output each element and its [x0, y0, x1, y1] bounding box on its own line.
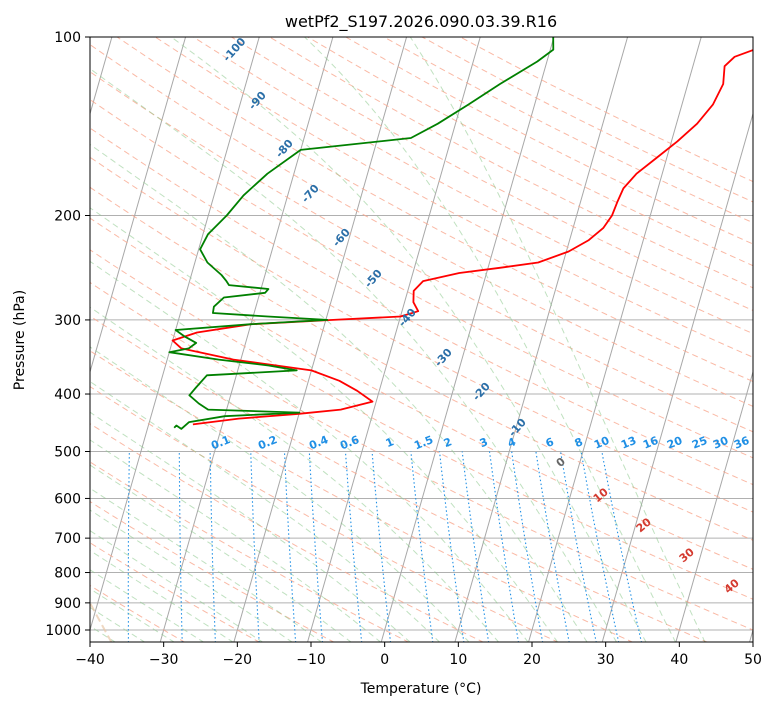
- mixing-ratio-label: 13: [619, 434, 638, 452]
- chart-title: wetPf2_S197.2026.090.03.39.R16: [285, 12, 557, 32]
- y-tick-label: 800: [54, 566, 81, 582]
- mixing-ratio-label: 1: [384, 435, 396, 450]
- mixing-ratio-line: [410, 451, 434, 642]
- mixing-ratio-line: [580, 451, 620, 642]
- mixing-ratio-line: [560, 451, 597, 642]
- mixing-ratio-label: 36: [732, 434, 751, 452]
- isotherm-line: [233, 37, 408, 642]
- mixing-ratio-label: 30: [711, 434, 730, 452]
- dry-adiabat-line: [90, 156, 753, 513]
- y-tick-label: 200: [54, 209, 81, 225]
- isotherm-line: [601, 111, 753, 642]
- x-tick-label: 30: [597, 652, 615, 668]
- x-tick-label: 10: [449, 652, 467, 668]
- temperature-profile-line: [171, 49, 753, 426]
- mixing-ratio-label: 25: [690, 434, 709, 452]
- mixing-ratio-line: [601, 451, 643, 642]
- dry-adiabat-line: [90, 542, 260, 642]
- y-tick-label: 600: [54, 491, 81, 507]
- plot-frame: [89, 36, 754, 643]
- dry-adiabat-line: [90, 423, 485, 642]
- dry-adiabat-line: [193, 37, 753, 335]
- isotherm-line: [159, 37, 334, 642]
- moist-adiabat-line: [90, 306, 500, 642]
- moist-adiabat-line: [90, 464, 352, 642]
- mixing-ratio-line: [344, 451, 363, 642]
- mixing-ratio-line: [283, 451, 297, 642]
- dry-adiabat-line: [90, 71, 753, 433]
- mixing-ratio-label: 8: [573, 435, 585, 450]
- dry-adiabat-line: [90, 461, 410, 642]
- x-tick-label: −30: [149, 652, 179, 668]
- dry-adiabat-line: [90, 315, 709, 642]
- y-tick-label: 300: [54, 313, 81, 329]
- mixing-ratio-line: [438, 451, 465, 642]
- x-tick-label: −20: [223, 652, 253, 668]
- x-tick-label: 0: [380, 652, 389, 668]
- isotherm-line: [90, 37, 260, 632]
- y-tick-label: 400: [54, 387, 81, 403]
- grid-layer: [90, 37, 753, 642]
- x-tick-label: 50: [744, 652, 762, 668]
- isotherm-line: [380, 37, 555, 642]
- mixing-ratio-label: 16: [641, 434, 660, 452]
- isotherm-line: [528, 37, 702, 642]
- y-axis-label: Pressure (hPa): [12, 290, 28, 390]
- dry-adiabat-line: [90, 127, 753, 486]
- mixing-ratio-label: 2: [442, 435, 454, 450]
- x-tick-label: −10: [296, 652, 326, 668]
- dry-adiabat-line: [90, 281, 753, 631]
- mixing-ratio-line: [308, 451, 324, 642]
- moist-adiabat-line: [90, 346, 470, 642]
- mixing-ratio-line: [461, 451, 490, 642]
- y-tick-label: 100: [54, 30, 81, 46]
- isotherm-line: [90, 37, 187, 374]
- moist-adiabat-line: [90, 143, 588, 642]
- moist-adiabat-line: [90, 207, 559, 642]
- moist-adiabat-line: [90, 260, 529, 642]
- y-tick-label: 1000: [45, 623, 81, 639]
- moist-adiabat-line: [90, 487, 323, 642]
- moist-adiabat-line: [303, 37, 676, 642]
- dry-adiabat-line: [90, 44, 753, 407]
- dry-adiabat-line: [90, 584, 186, 642]
- dry-adiabat-line: [90, 350, 634, 642]
- dewpoint-profile-line: [168, 37, 555, 430]
- moist-adiabat-line: [90, 439, 382, 642]
- isotherm-line: [675, 370, 753, 642]
- x-tick-label: −40: [75, 652, 105, 668]
- dry-adiabat-line: [90, 249, 753, 600]
- mixing-ratio-line: [371, 451, 392, 642]
- data-layer: [168, 37, 753, 430]
- moist-adiabat-line: [90, 68, 618, 642]
- mixing-ratio-label: 10: [592, 434, 611, 452]
- dry-adiabat-line: [231, 37, 753, 311]
- mixing-ratio-label: 3: [478, 435, 490, 450]
- moist-adiabat-line: [409, 37, 706, 642]
- y-tick-label: 900: [54, 596, 81, 612]
- moist-adiabat-line: [90, 411, 411, 642]
- x-tick-label: 20: [523, 652, 541, 668]
- axes-layer: −40 −30 −20 −10 0 10 20 30 40 50 100 200 300 400 500 60…: [45, 30, 762, 668]
- mixing-ratio-label: 20: [665, 434, 684, 452]
- y-tick-label: 700: [54, 531, 81, 547]
- dry-adiabat-line: [90, 217, 753, 570]
- x-axis-label: Temperature (°C): [360, 681, 482, 697]
- x-tick-label: 40: [670, 652, 688, 668]
- y-tick-label: 500: [54, 444, 81, 460]
- isotherm-line: [307, 37, 481, 642]
- moist-adiabat-line: [90, 380, 441, 642]
- isotherm-line: [454, 37, 629, 642]
